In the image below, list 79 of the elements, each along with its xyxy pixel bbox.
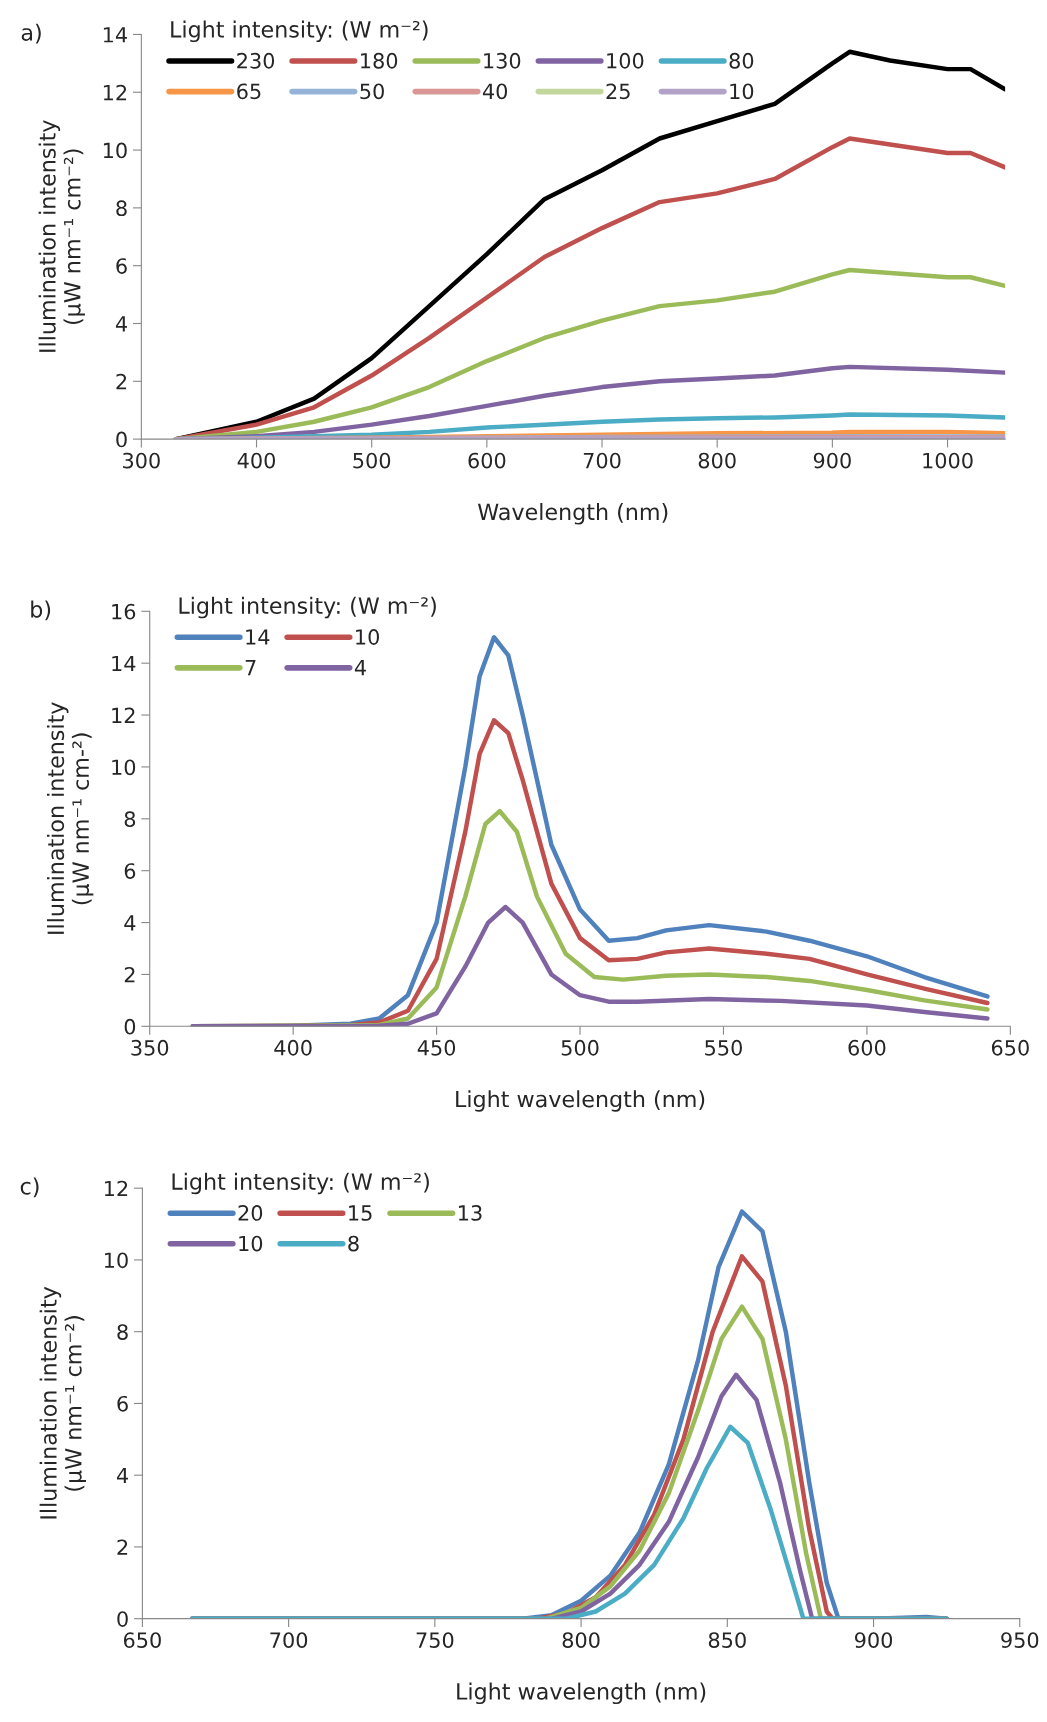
- y-tick-label: 2: [116, 373, 127, 390]
- y-tick-label: 4: [116, 1467, 129, 1484]
- y-axis-title: Illumination intensity (μW nm⁻¹ cm-²): [46, 702, 94, 934]
- legend-label: 15: [349, 1205, 372, 1221]
- y-tick-label: 10: [103, 142, 127, 159]
- y-tick-label: 8: [116, 200, 127, 217]
- x-axis-title: Light wavelength (nm): [457, 1682, 706, 1705]
- legend-label: 40: [482, 83, 508, 100]
- x-tick-label: 700: [270, 1632, 308, 1648]
- x-tick-label: 450: [417, 1039, 456, 1056]
- x-tick-label: 1000: [923, 452, 973, 469]
- x-tick-label: 500: [561, 1039, 599, 1056]
- x-tick-label: 700: [583, 452, 621, 469]
- y-tick-label: 10: [112, 759, 136, 776]
- legend-label: 8: [348, 1235, 359, 1252]
- x-tick-label: 500: [353, 452, 391, 469]
- legend-title: Light intensity: (W m⁻²): [179, 596, 436, 619]
- x-tick-label: 750: [416, 1632, 454, 1648]
- y-axis-title: Illumination intensity (μW nm⁻¹ cm⁻²): [39, 1286, 87, 1519]
- x-tick-label: 900: [854, 1632, 893, 1648]
- y-tick-label: 6: [117, 1395, 128, 1412]
- y-tick-label: 0: [124, 1018, 136, 1035]
- y-tick-label: 4: [124, 915, 136, 931]
- legend-label: 4: [354, 659, 366, 676]
- legend-label: 100: [607, 52, 644, 69]
- legend-label: 13: [459, 1205, 482, 1221]
- y-tick-label: 14: [103, 27, 127, 43]
- legend-title: Light intensity: (W m⁻²): [172, 1172, 429, 1195]
- x-tick-label: 900: [813, 452, 851, 469]
- y-tick-label: 0: [116, 431, 127, 448]
- x-tick-label: 800: [698, 452, 736, 469]
- x-tick-label: 600: [848, 1039, 886, 1056]
- y-tick-label: 4: [115, 316, 127, 332]
- x-axis-title: Light wavelength (nm): [456, 1090, 705, 1112]
- x-axis-title: Wavelength (nm): [477, 503, 668, 525]
- y-tick-label: 16: [112, 603, 136, 620]
- legend-label: 7: [245, 659, 256, 676]
- y-tick-label: 2: [117, 1539, 128, 1555]
- legend-label: 20: [238, 1205, 263, 1221]
- legend-label: 14: [246, 629, 270, 645]
- chart-title: c): [20, 1177, 39, 1198]
- x-tick-label: 350: [131, 1039, 169, 1056]
- legend-label: 10: [356, 629, 379, 645]
- y-axis-title: Illumination intensity (μW nm⁻¹ cm⁻²): [38, 120, 85, 352]
- x-tick-label: 600: [468, 452, 506, 469]
- legend-title: Light intensity: (W m⁻²): [171, 20, 428, 43]
- y-tick-label: 12: [112, 707, 135, 723]
- legend-label: 10: [239, 1235, 263, 1252]
- x-tick-label: 950: [1001, 1632, 1039, 1648]
- legend-label: 25: [606, 83, 630, 100]
- y-tick-label: 10: [104, 1252, 128, 1269]
- x-tick-label: 300: [123, 452, 160, 469]
- legend-label: 65: [237, 83, 261, 100]
- legend-label: 50: [360, 83, 384, 100]
- legend-label: 10: [730, 83, 754, 100]
- y-tick-label: 12: [103, 84, 127, 101]
- x-tick-label: 400: [274, 1039, 312, 1056]
- x-tick-label: 650: [991, 1039, 1029, 1056]
- y-tick-label: 2: [124, 966, 135, 983]
- x-tick-label: 550: [705, 1039, 742, 1056]
- y-tick-label: 0: [117, 1611, 128, 1627]
- y-tick-label: 8: [124, 811, 136, 828]
- y-tick-label: 14: [112, 655, 136, 672]
- y-tick-label: 12: [104, 1180, 128, 1197]
- line-series: [189, 1424, 949, 1619]
- legend-label: 80: [729, 52, 754, 69]
- chart-title: a): [21, 23, 41, 44]
- y-tick-label: 6: [116, 258, 127, 274]
- x-tick-label: 800: [562, 1632, 600, 1648]
- chart-title: b): [31, 600, 51, 621]
- legend-label: 180: [361, 52, 398, 69]
- legend-label: 230: [237, 52, 275, 69]
- x-tick-label: 850: [708, 1632, 746, 1648]
- y-tick-label: 8: [117, 1324, 128, 1340]
- y-tick-label: 6: [124, 863, 136, 879]
- x-tick-label: 650: [123, 1632, 161, 1648]
- legend-label: 130: [484, 52, 521, 69]
- line-series: [190, 904, 990, 1027]
- x-tick-label: 400: [237, 452, 276, 469]
